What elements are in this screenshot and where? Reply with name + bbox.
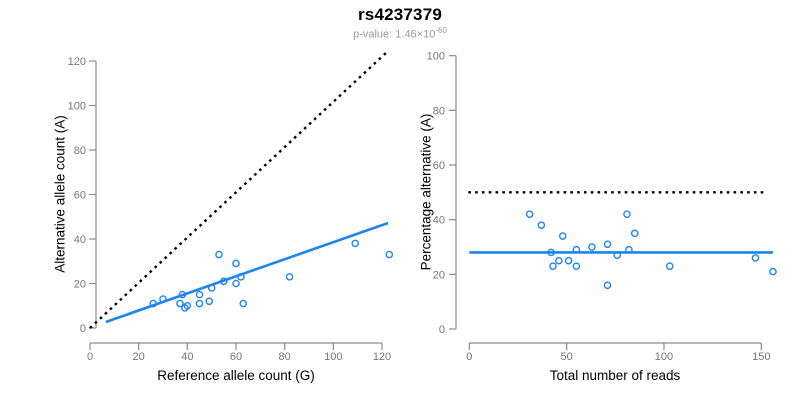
y-tick-label: 80: [433, 105, 445, 117]
y-tick-label: 20: [433, 269, 445, 281]
x-tick-label: 0: [87, 351, 93, 363]
data-point: [159, 295, 167, 303]
data-point: [195, 290, 204, 299]
y-tick-label: 60: [74, 190, 86, 202]
data-point: [572, 245, 581, 254]
data-point: [537, 221, 546, 229]
y-tick-label: 100: [68, 101, 86, 113]
y-tick-label: 100: [427, 51, 445, 63]
data-point: [178, 290, 187, 299]
data-point: [149, 299, 158, 308]
y-tick-label: 20: [74, 279, 86, 291]
x-tick-label: 0: [466, 351, 472, 363]
y-tick-label: 40: [433, 215, 445, 227]
data-point: [572, 262, 581, 270]
right-xaxis-title: Total number of reads: [549, 368, 681, 383]
x-tick-label: 40: [181, 351, 193, 363]
x-tick-label: 20: [133, 351, 145, 363]
data-point: [558, 232, 567, 240]
x-tick-label: 60: [230, 351, 242, 363]
left-plot: 0 20 40 60 80 100 120 0 20 40 60 80 100 120: [68, 51, 394, 363]
data-point: [564, 256, 573, 265]
data-point: [525, 210, 534, 219]
data-point: [239, 299, 248, 308]
y-tick-label: 120: [68, 56, 86, 68]
data-point: [547, 248, 555, 257]
figure-title: rs4237379: [357, 5, 443, 24]
right-plot: 0 20 40 60 80 100 0 50 100 150: [427, 51, 777, 363]
data-point: [351, 239, 360, 248]
left-xaxis-title: Reference allele count (G): [157, 368, 315, 383]
x-tick-label: 120: [373, 351, 391, 363]
y-tick-label: 80: [74, 145, 86, 157]
data-point: [385, 250, 394, 259]
x-tick-label: 50: [561, 351, 573, 363]
data-point: [232, 259, 240, 268]
data-point: [220, 277, 228, 286]
data-point: [555, 256, 563, 265]
right-yaxis-title: Percentage alternative (A): [418, 113, 434, 271]
data-point: [603, 281, 612, 290]
y-tick-label: 60: [433, 160, 445, 172]
data-point: [603, 240, 612, 249]
x-tick-label: 100: [324, 351, 342, 363]
data-point: [666, 262, 674, 270]
y-tick-label: 0: [80, 323, 86, 335]
data-point: [176, 299, 184, 308]
data-point: [625, 245, 633, 254]
data-point: [769, 267, 777, 276]
figure-subtitle: p-value: 1.46×10-60: [0, 26, 800, 41]
data-point: [623, 210, 631, 219]
data-point: [549, 262, 557, 270]
data-point: [613, 251, 622, 260]
x-tick-label: 100: [655, 351, 673, 363]
identity-line: [89, 51, 388, 329]
data-point: [215, 250, 223, 259]
data-point: [751, 254, 760, 262]
data-point: [232, 279, 240, 288]
data-point: [183, 301, 192, 310]
left-yaxis-title: Alternative allele count (A): [52, 115, 68, 273]
x-tick-label: 150: [752, 351, 770, 363]
data-point: [630, 229, 639, 238]
fit-line: [105, 221, 389, 324]
data-point: [205, 297, 214, 306]
x-tick-label: 80: [279, 351, 291, 363]
data-point: [285, 273, 294, 281]
pvalue-exponent: -60: [435, 26, 447, 35]
data-point: [588, 243, 596, 251]
data-point: [237, 273, 245, 281]
data-point: [195, 299, 204, 308]
y-tick-label: 0: [439, 324, 445, 336]
y-tick-label: 40: [74, 234, 86, 246]
pvalue-text: p-value: 1.46×10: [353, 28, 436, 41]
data-point: [207, 284, 216, 292]
